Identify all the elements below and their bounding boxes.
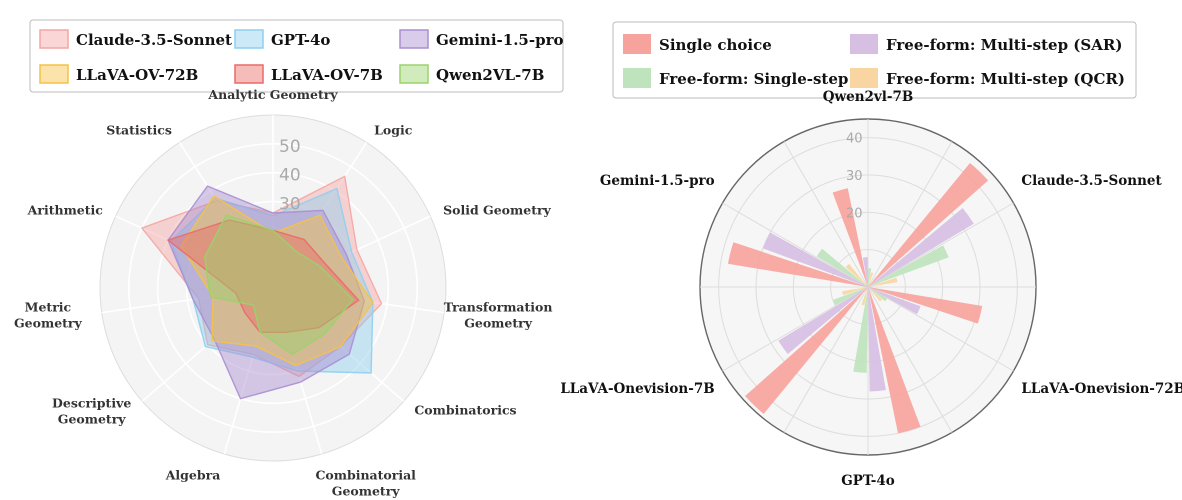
legend-label-free-form-multi-step-sar: Free-form: Multi-step (SAR) — [886, 36, 1122, 54]
radar-spoke — [223, 287, 274, 455]
legend-swatch-gpt-4o — [234, 29, 264, 49]
polar-bar-qwen2vl-7b-free-form-multi-step-qcr — [868, 272, 874, 287]
polar-grid-spoke — [867, 141, 953, 288]
legend-label-qwen2vl-7b: Qwen2VL-7B — [436, 66, 544, 84]
polar-bar-llava-onevision-7b-free-form-multi-step-qcr — [842, 287, 868, 296]
polar-bar-llava-onevision-7b-free-form-multi-step-sar — [778, 287, 868, 354]
polar-bar-llava-onevision-7b-free-form-single-step — [833, 287, 868, 306]
radar-spoke — [101, 287, 274, 314]
polar-bar-gemini-1-5-pro-free-form-multi-step-sar — [762, 232, 868, 287]
radar-category-label: Combinatorial Geometry — [315, 467, 416, 498]
polar-category-label: Gemini-1.5-pro — [600, 173, 715, 189]
polar-bar-qwen2vl-7b-single-choice — [832, 188, 868, 287]
radar-chart: 30 40 50 Analytic Geometry Logic Solid Geomet… — [14, 87, 552, 498]
radar-legend: Claude-3.5-Sonnet GPT-4o Gemini-1.5-pro LLa… — [39, 29, 563, 84]
radar-category-label: Analytic Geometry — [207, 87, 338, 102]
polar-bar-qwen2vl-7b-free-form-single-step — [868, 268, 872, 287]
polar-grid-spoke — [722, 286, 869, 372]
radar-category-label: Algebra — [165, 467, 221, 482]
polar-bar-llava-onevision-72b-free-form-single-step — [868, 287, 888, 302]
radar-category-label: Descriptive Geometry — [52, 395, 131, 426]
legend-label-claude-3-5-sonnet: Claude-3.5-Sonnet — [76, 31, 232, 49]
radar-legend-box — [29, 19, 564, 93]
polar-bar-gemini-1-5-pro-free-form-multi-step-qcr — [845, 263, 868, 287]
radar-category-label: Logic — [374, 123, 413, 138]
legend-label-gpt-4o: GPT-4o — [271, 31, 330, 49]
polar-bar-llava-onevision-7b-single-choice — [745, 287, 868, 414]
legend-swatch-gemini-1-5-pro — [399, 29, 429, 49]
radar-category-label: Statistics — [106, 123, 172, 138]
legend-swatch-free-form-multi-step-qcr — [850, 68, 878, 88]
polar-category-label: Qwen2vl-7B — [823, 89, 914, 105]
legend-swatch-llava-ov-72b — [39, 64, 69, 84]
polar-bar-gemini-1-5-pro-free-form-single-step — [816, 248, 868, 287]
polar-tick-label: 40 — [846, 132, 863, 147]
legend-swatch-single-choice — [623, 34, 651, 54]
radar-tick-label: 50 — [279, 137, 301, 157]
polar-bar-gpt-4o-free-form-multi-step-qcr — [861, 287, 868, 306]
radar-category-label: Transformation Geometry — [444, 300, 553, 331]
radar-category-label: Arithmetic — [27, 202, 104, 217]
radar-category-label: Metric Geometry — [14, 300, 83, 331]
polar-grid-spoke — [783, 286, 869, 433]
legend-swatch-free-form-multi-step-sar — [850, 34, 878, 54]
radar-series-gemini-1-5-pro — [167, 185, 366, 400]
polar-grid-spoke — [722, 202, 869, 288]
radar-series-gpt-4o — [169, 187, 374, 374]
polar-grid-spoke — [783, 141, 869, 288]
legend-label-llava-ov-7b: LLaVA-OV-7B — [271, 66, 383, 84]
legend-label-free-form-single-step: Free-form: Single-step — [659, 70, 848, 88]
polar-bar-llava-onevision-72b-free-form-multi-step-sar — [868, 287, 921, 315]
radar-tick-label: 40 — [279, 166, 301, 186]
polar-tick-label: 30 — [846, 169, 863, 184]
polar-bar-claude-3-5-sonnet-free-form-multi-step-sar — [868, 208, 974, 287]
radar-category-label: Combinatorics — [414, 402, 516, 417]
legend-swatch-llava-ov-7b — [234, 64, 264, 84]
legend-swatch-claude-3-5-sonnet — [39, 29, 69, 49]
legend-label-single-choice: Single choice — [659, 36, 772, 54]
radar-category-label: Solid Geometry — [443, 202, 551, 217]
polar-category-label: GPT-4o — [841, 473, 895, 489]
polar-bar-gpt-4o-free-form-single-step — [853, 287, 868, 373]
polar-tick-label: 20 — [846, 206, 863, 221]
polar-category-label: Claude-3.5-Sonnet — [1021, 173, 1162, 189]
polar-category-label: LLaVA-Onevision-7B — [560, 381, 714, 397]
polar-grid-spoke — [867, 286, 953, 433]
radar-series-llava-ov-7b — [166, 219, 360, 333]
polar-category-label: LLaVA-Onevision-72B — [1021, 381, 1182, 397]
polar-bar-gemini-1-5-pro-single-choice — [728, 242, 868, 287]
radar-tick-label: 30 — [279, 195, 301, 215]
radar-spoke — [272, 287, 405, 402]
legend-label-gemini-1-5-pro: Gemini-1.5-pro — [436, 31, 563, 49]
polar-legend: Single choice Free-form: Multi-step (SAR)… — [623, 34, 1125, 88]
polar-grid-spoke — [867, 286, 1014, 372]
polar-legend-box — [612, 21, 1137, 99]
polar-bar-claude-3-5-sonnet-single-choice — [868, 163, 989, 287]
polar-bar-llava-onevision-72b-free-form-multi-step-qcr — [868, 287, 882, 302]
polar-bar-claude-3-5-sonnet-free-form-multi-step-qcr — [868, 277, 898, 287]
legend-swatch-qwen2vl-7b — [399, 64, 429, 84]
legend-swatch-free-form-single-step — [623, 68, 651, 88]
polar-bar-gpt-4o-single-choice — [868, 287, 921, 434]
polar-bar-gpt-4o-free-form-multi-step-sar — [868, 287, 886, 392]
polar-grid-spoke — [867, 202, 1014, 288]
legend-label-llava-ov-72b: LLaVA-OV-72B — [76, 66, 198, 84]
polar-bar-claude-3-5-sonnet-free-form-single-step — [868, 245, 949, 287]
polar-bar-chart: 20 30 40 Qwen2vl-7B Claude-3.5-Sonnet LLaVA-O… — [560, 89, 1182, 489]
polar-bar-qwen2vl-7b-free-form-multi-step-sar — [862, 257, 868, 287]
legend-label-free-form-multi-step-qcr: Free-form: Multi-step (QCR) — [886, 70, 1125, 88]
radar-series-qwen2vl-7b — [204, 214, 354, 356]
polar-bar-llava-onevision-72b-single-choice — [868, 287, 983, 324]
